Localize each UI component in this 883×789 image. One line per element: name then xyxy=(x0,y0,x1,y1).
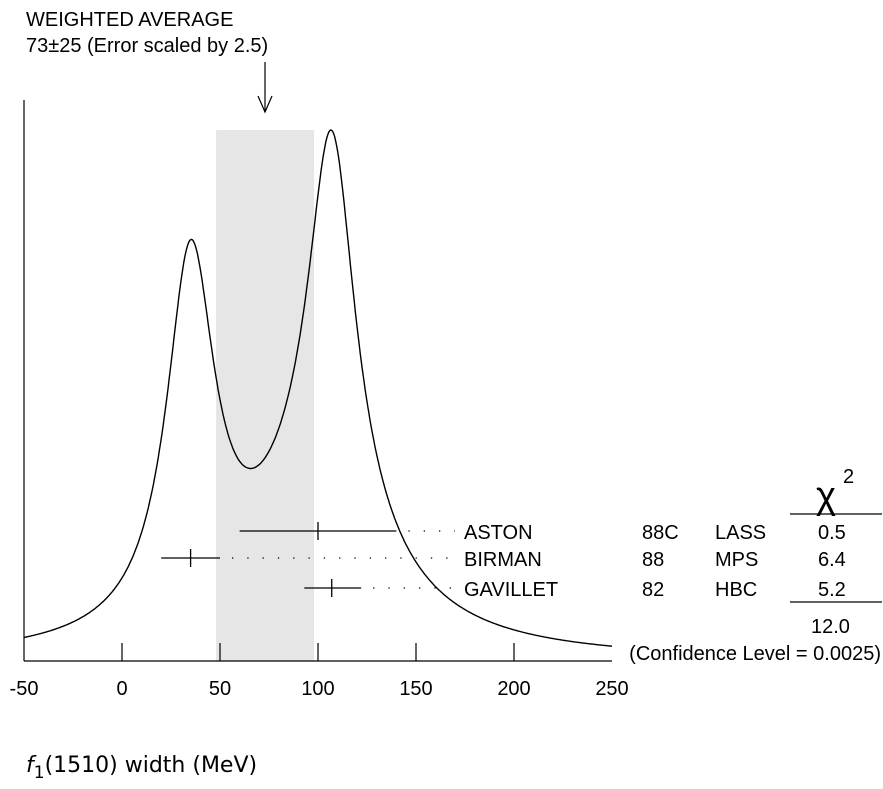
x-tick-label: -50 xyxy=(10,678,39,700)
author-gavillet: GAVILLET xyxy=(464,579,558,601)
author-aston: ASTON xyxy=(464,522,533,544)
average-error-band xyxy=(216,130,315,661)
technique-aston: LASS xyxy=(715,522,766,544)
year-aston: 88C xyxy=(642,522,679,544)
author-birman: BIRMAN xyxy=(464,549,542,571)
weighted-average-value: 73±25 (Error scaled by 2.5) xyxy=(26,35,268,57)
chi2-birman: 6.4 xyxy=(818,549,846,571)
year-birman: 88 xyxy=(642,549,664,571)
chi2-aston: 0.5 xyxy=(818,522,846,544)
chi2-symbol: χ xyxy=(816,475,836,517)
x-tick-label: 50 xyxy=(209,678,231,700)
x-tick-label: 250 xyxy=(595,678,628,700)
weighted-average-arrow xyxy=(257,62,273,114)
ideogram-curve xyxy=(23,129,613,647)
x-tick-label: 100 xyxy=(301,678,334,700)
axis-title-subscript: 1 xyxy=(34,763,45,783)
technique-gavillet: HBC xyxy=(715,579,757,601)
x-tick-label: 0 xyxy=(116,678,127,700)
axis-title-rest: (1510) width (MeV) xyxy=(45,753,258,778)
technique-birman: MPS xyxy=(715,549,758,571)
x-axis-title: f1(1510) width (MeV) xyxy=(26,753,257,783)
chi2-exponent: 2 xyxy=(843,466,854,488)
x-tick-label: 150 xyxy=(399,678,432,700)
confidence-level: (Confidence Level = 0.0025) xyxy=(629,643,881,665)
chi2-gavillet: 5.2 xyxy=(818,579,846,601)
chart-title: WEIGHTED AVERAGE xyxy=(26,9,233,31)
x-tick-label: 200 xyxy=(497,678,530,700)
year-gavillet: 82 xyxy=(642,579,664,601)
axis-title-symbol: f xyxy=(26,753,37,778)
chi2-total: 12.0 xyxy=(811,616,850,638)
